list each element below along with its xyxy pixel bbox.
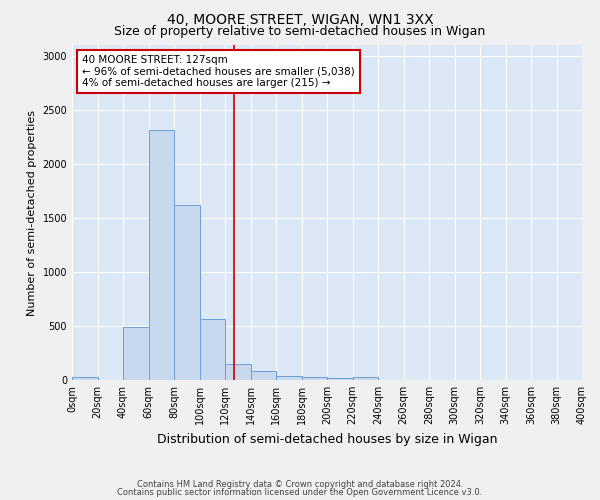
Text: 40 MOORE STREET: 127sqm
← 96% of semi-detached houses are smaller (5,038)
4% of : 40 MOORE STREET: 127sqm ← 96% of semi-de… xyxy=(82,55,355,88)
Y-axis label: Number of semi-detached properties: Number of semi-detached properties xyxy=(27,110,37,316)
Bar xyxy=(302,378,327,380)
Text: 40, MOORE STREET, WIGAN, WN1 3XX: 40, MOORE STREET, WIGAN, WN1 3XX xyxy=(167,12,433,26)
Text: Size of property relative to semi-detached houses in Wigan: Size of property relative to semi-detach… xyxy=(115,25,485,38)
Bar xyxy=(225,364,251,380)
Bar xyxy=(251,371,276,380)
Bar xyxy=(149,130,174,380)
Bar xyxy=(276,376,302,380)
Bar xyxy=(199,319,225,380)
Text: Contains public sector information licensed under the Open Government Licence v3: Contains public sector information licen… xyxy=(118,488,482,497)
Bar xyxy=(353,378,378,380)
Bar xyxy=(72,378,97,380)
Bar xyxy=(174,205,199,380)
Text: Contains HM Land Registry data © Crown copyright and database right 2024.: Contains HM Land Registry data © Crown c… xyxy=(137,480,463,489)
X-axis label: Distribution of semi-detached houses by size in Wigan: Distribution of semi-detached houses by … xyxy=(157,432,497,446)
Bar xyxy=(123,327,149,380)
Bar xyxy=(327,378,353,380)
